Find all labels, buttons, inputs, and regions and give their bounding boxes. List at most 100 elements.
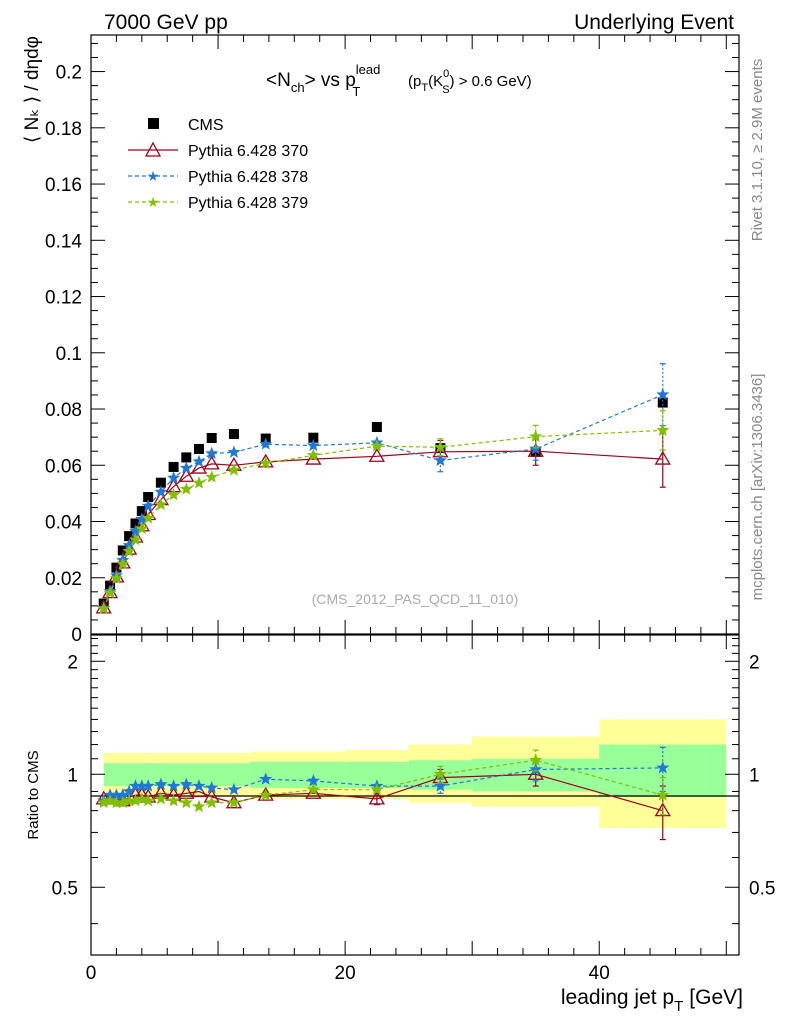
ratio-series-378-point bbox=[259, 772, 273, 785]
ratio-series-379-point bbox=[259, 788, 273, 801]
main-panel: 0.02 0.04 0.06 0.08 0.1 0.12 0.14 0.16 0.18 0.2 0 bbox=[45, 34, 740, 646]
ratio-band-inner bbox=[249, 761, 346, 788]
title-cut-b: (K bbox=[428, 73, 443, 90]
main-series-378-point bbox=[154, 485, 168, 498]
ratio-series-379-point bbox=[433, 767, 447, 780]
legend-label-378: Pythia 6.428 378 bbox=[188, 169, 308, 186]
title-cut-a: (p bbox=[408, 73, 421, 90]
x-axis-label-main: leading jet p bbox=[561, 986, 674, 1009]
x-tick-label: 20 bbox=[335, 963, 356, 984]
ratio-series-378-point bbox=[529, 762, 543, 775]
main-series-378-point bbox=[141, 499, 155, 512]
cms-data-point bbox=[181, 452, 192, 463]
main-series-379-point bbox=[135, 521, 149, 535]
cms-data-point bbox=[228, 429, 239, 440]
main-series-379-point bbox=[227, 463, 241, 476]
main-y-tick-label: 0.14 bbox=[45, 231, 82, 252]
ratio-y-tick-label-right: 2 bbox=[749, 652, 760, 673]
ratio-y-tick-label-right: 1 bbox=[749, 765, 760, 786]
cms-data-point bbox=[136, 506, 147, 517]
legend-label-370: Pythia 6.428 370 bbox=[188, 143, 308, 160]
main-series-379-point bbox=[306, 448, 320, 461]
legend: CMS Pythia 6.428 370 ★ Pythia 6.428 378 … bbox=[128, 117, 308, 212]
title-cut-c: ) > 0.6 GeV) bbox=[450, 73, 532, 90]
x-tick-label: 40 bbox=[589, 963, 610, 984]
main-series-378-point bbox=[205, 446, 219, 459]
ratio-y-tick-label: 0.5 bbox=[52, 878, 78, 899]
x-axis-label: leading jet pT [GeV] bbox=[561, 986, 743, 1015]
main-series-379-point bbox=[656, 423, 670, 436]
main-series-378-point bbox=[179, 461, 193, 474]
ratio-band-inner bbox=[103, 763, 152, 787]
analysis-id-watermark: (CMS_2012_PAS_QCD_11_010) bbox=[312, 591, 519, 607]
title-p-sub: T bbox=[352, 84, 360, 99]
ratio-series-379-line bbox=[103, 759, 663, 808]
legend-label-379: Pythia 6.428 379 bbox=[188, 195, 308, 212]
ratio-series-379-point bbox=[656, 788, 670, 801]
main-series-379-point bbox=[116, 557, 130, 570]
mcplots-reference-text: mcplots.cern.ch [arXiv:1306.3436] bbox=[749, 374, 766, 601]
main-series-370-line bbox=[103, 450, 663, 609]
ratio-y-tick-label: 2 bbox=[67, 652, 78, 673]
ratio-panel-series bbox=[95, 746, 671, 841]
title-cut-a-sub: T bbox=[421, 82, 428, 94]
main-series-378-point bbox=[192, 454, 206, 468]
main-y-tick-label: 0.18 bbox=[45, 119, 82, 140]
ratio-series-378-point bbox=[433, 779, 447, 792]
ratio-series-378-point bbox=[192, 779, 206, 792]
ratio-series-370-point bbox=[368, 790, 386, 805]
main-series-378-point bbox=[433, 453, 447, 466]
main-series-370-point bbox=[654, 450, 671, 465]
ratio-series-379-point bbox=[306, 782, 320, 796]
ratio-series-378-point bbox=[656, 761, 670, 774]
rivet-version-text: Rivet 3.1.10, ≥ 2.9M events bbox=[749, 59, 766, 242]
main-series-379-point bbox=[370, 439, 384, 452]
main-series-379-point bbox=[122, 544, 136, 557]
ratio-series-379-point bbox=[167, 793, 181, 807]
main-title: <Nch> vs plead T bbox=[266, 62, 380, 99]
main-series-379-point bbox=[205, 470, 219, 483]
main-series-378-point bbox=[227, 445, 241, 458]
main-y-axis-label: ⟨ Nₖ ⟩ / dηdφ bbox=[22, 36, 43, 143]
main-series-370-point bbox=[190, 459, 208, 474]
ratio-panel: 0.5 0.51 12 20 20 40 bbox=[52, 634, 775, 984]
main-series-370-point bbox=[305, 450, 322, 465]
ratio-y-tick-label: 1 bbox=[67, 765, 78, 786]
title-mid: > vs p bbox=[305, 70, 356, 91]
legend-label-cms: CMS bbox=[188, 117, 224, 134]
main-panel-series bbox=[95, 363, 671, 615]
main-series-379-point bbox=[192, 476, 206, 489]
main-y-tick-label-zero: 0 bbox=[71, 625, 82, 646]
ratio-series-379-point bbox=[154, 792, 168, 805]
cms-data-point bbox=[143, 492, 154, 503]
main-series-370-point bbox=[527, 442, 544, 457]
ratio-band-inner bbox=[151, 763, 250, 787]
title-lhs-sub: ch bbox=[291, 80, 305, 95]
title-p-sup: lead bbox=[356, 62, 381, 77]
main-title-cut: (pT(K0 S) > 0.6 GeV) bbox=[408, 68, 532, 96]
title-k-sup: 0 bbox=[443, 68, 449, 80]
ratio-series-378-point bbox=[227, 782, 241, 796]
main-y-tick-label: 0.04 bbox=[45, 513, 82, 534]
cms-data-point bbox=[130, 518, 141, 529]
ratio-y-tick-label-right: 0.5 bbox=[749, 878, 775, 899]
cms-data-point bbox=[117, 545, 128, 556]
ratio-series-379-point bbox=[529, 753, 543, 766]
ratio-series-378-point bbox=[179, 777, 193, 790]
ratio-series-378-point bbox=[154, 777, 168, 790]
main-panel-ticks: 0.02 0.04 0.06 0.08 0.1 0.12 0.14 0.16 0.18 0.2 0 bbox=[45, 35, 739, 646]
main-series-370-point bbox=[257, 453, 274, 468]
cms-data-point bbox=[308, 432, 319, 443]
header-right: Underlying Event bbox=[574, 11, 734, 34]
main-series-379-point bbox=[97, 601, 111, 615]
cms-data-point bbox=[155, 477, 166, 488]
x-tick-label: 0 bbox=[86, 963, 97, 984]
main-series-379-point bbox=[129, 532, 142, 546]
main-series-379-point bbox=[259, 456, 273, 469]
main-series-370-point bbox=[178, 467, 195, 482]
main-y-tick-label: 0.08 bbox=[45, 400, 82, 421]
ratio-series-379-point bbox=[141, 793, 155, 807]
legend-marker-cms bbox=[148, 118, 159, 129]
ratio-panel-frame bbox=[90, 634, 740, 956]
cms-data-point bbox=[371, 422, 382, 433]
